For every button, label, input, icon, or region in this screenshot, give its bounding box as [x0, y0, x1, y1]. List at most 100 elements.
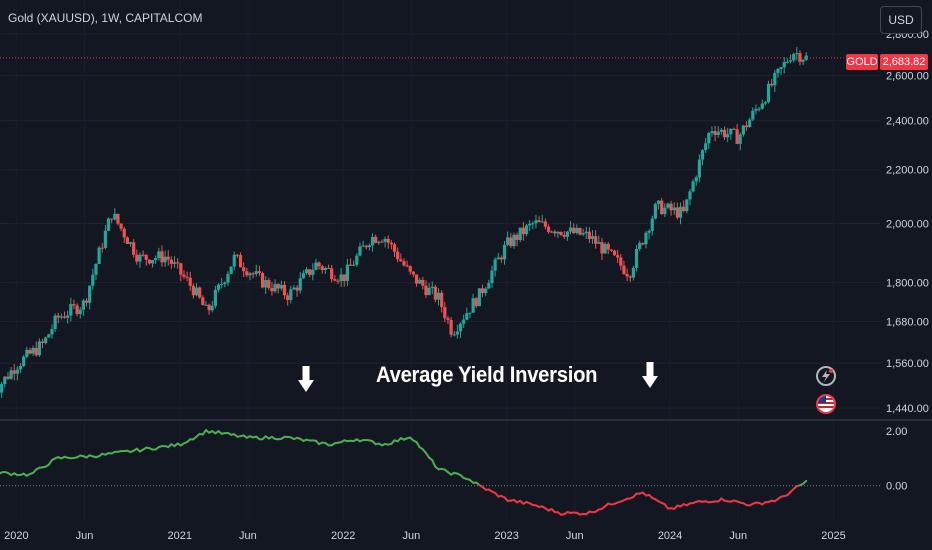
candle-body: [223, 282, 227, 285]
candle-body: [634, 248, 639, 268]
candle-body: [455, 331, 459, 335]
candle-body: [364, 245, 368, 248]
candle-body: [169, 259, 173, 264]
candle-body: [628, 276, 632, 278]
time-tick-label: 2023: [494, 530, 518, 542]
candle-body: [509, 237, 513, 247]
candle-body: [383, 238, 387, 242]
currency-button[interactable]: USD: [880, 6, 922, 34]
candle-body: [204, 304, 208, 306]
time-tick-label: Jun: [239, 530, 257, 542]
candle-body: [653, 203, 657, 219]
candle-body: [556, 231, 560, 234]
candle-body: [122, 228, 126, 238]
candle-body: [418, 279, 422, 284]
candle-body: [238, 255, 243, 268]
candle-body: [304, 269, 309, 274]
candle-body: [622, 265, 626, 275]
candle-body: [707, 133, 711, 144]
candle-body: [691, 181, 695, 192]
candle-body: [15, 369, 19, 374]
candle-body: [260, 273, 265, 288]
candle-body: [402, 261, 406, 266]
candle-body: [678, 206, 683, 218]
time-tick-label: 2021: [168, 530, 192, 542]
candle-body: [754, 109, 758, 111]
candle-body: [116, 213, 120, 224]
candle-body: [685, 199, 689, 212]
candle-body: [804, 55, 808, 60]
candle-body: [757, 108, 761, 110]
candle-body: [537, 220, 541, 223]
candle-body: [502, 244, 507, 260]
candle-body: [276, 284, 280, 289]
candle-body: [248, 273, 252, 276]
candle-body: [326, 267, 331, 269]
candle-body: [91, 274, 95, 286]
candle-body: [141, 254, 145, 256]
candle-body: [75, 305, 79, 314]
candle-body: [157, 251, 161, 259]
candle-body: [625, 274, 629, 277]
indicator-segment: [802, 479, 808, 485]
flash-event-icon[interactable]: [816, 366, 836, 386]
candle-body: [380, 241, 384, 243]
candle-body: [490, 270, 494, 284]
candle-body: [207, 304, 211, 311]
candle-body: [0, 383, 4, 393]
candle-body: [125, 237, 129, 244]
candle-body: [28, 349, 32, 354]
time-tick-label: Jun: [76, 530, 94, 542]
candle-body: [462, 319, 466, 324]
grid: [0, 33, 880, 409]
candle-body: [94, 264, 98, 275]
candle-body: [138, 254, 142, 262]
candle-body: [213, 289, 217, 306]
candle-body: [675, 207, 679, 218]
candle-body: [103, 230, 107, 248]
candle-body: [666, 203, 670, 208]
candle-body: [565, 231, 569, 237]
candle-body: [449, 319, 453, 335]
candle-body: [128, 242, 133, 244]
candle-body: [270, 287, 274, 292]
candle-body: [273, 284, 277, 292]
candle-body: [386, 238, 390, 243]
candle-body: [782, 62, 786, 68]
candle-body: [333, 279, 337, 281]
candle-body: [69, 304, 73, 316]
candle-body: [18, 365, 23, 370]
us-flag-event-icon[interactable]: [816, 394, 836, 414]
candle-body: [616, 255, 620, 258]
candle-body: [254, 271, 258, 275]
candle-body: [515, 234, 519, 240]
price-tick-label: 1,560.00: [886, 358, 929, 370]
candle-body: [641, 243, 645, 245]
candle-body: [660, 200, 664, 215]
candle-body: [594, 236, 598, 244]
candle-body: [766, 83, 771, 103]
candle-body: [232, 254, 236, 267]
candle-body: [694, 177, 698, 182]
annotation-text: Average Yield Inversion: [376, 362, 598, 387]
candle-body: [619, 257, 623, 266]
candle-body: [575, 227, 579, 234]
candle-body: [647, 230, 651, 233]
candle-body: [345, 264, 349, 282]
candle-body: [154, 258, 158, 261]
candle-body: [562, 234, 566, 237]
candle-body: [198, 287, 202, 298]
candle-body: [496, 257, 500, 260]
candle-body: [392, 244, 397, 252]
candle-body: [697, 159, 701, 178]
candle-body: [710, 131, 714, 134]
candle-body: [600, 242, 604, 254]
candle-body: [550, 231, 554, 233]
candle-body: [452, 334, 456, 336]
candle-body: [279, 284, 283, 289]
candle-body: [188, 277, 192, 286]
candle-body: [9, 370, 13, 379]
candle-body: [748, 119, 752, 128]
candle-body: [81, 300, 85, 310]
